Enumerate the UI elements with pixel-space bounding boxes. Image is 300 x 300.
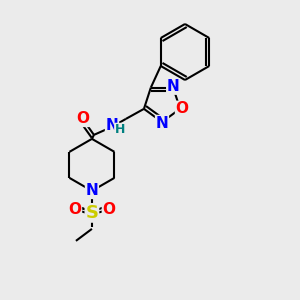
Text: N: N [85, 183, 98, 198]
Text: O: O [76, 111, 89, 126]
Text: O: O [68, 202, 81, 217]
Text: N: N [106, 118, 118, 134]
Text: O: O [176, 101, 189, 116]
Text: O: O [102, 202, 116, 217]
Text: N: N [156, 116, 168, 130]
Text: H: H [115, 123, 125, 136]
Text: N: N [167, 79, 179, 94]
Text: S: S [85, 204, 98, 222]
